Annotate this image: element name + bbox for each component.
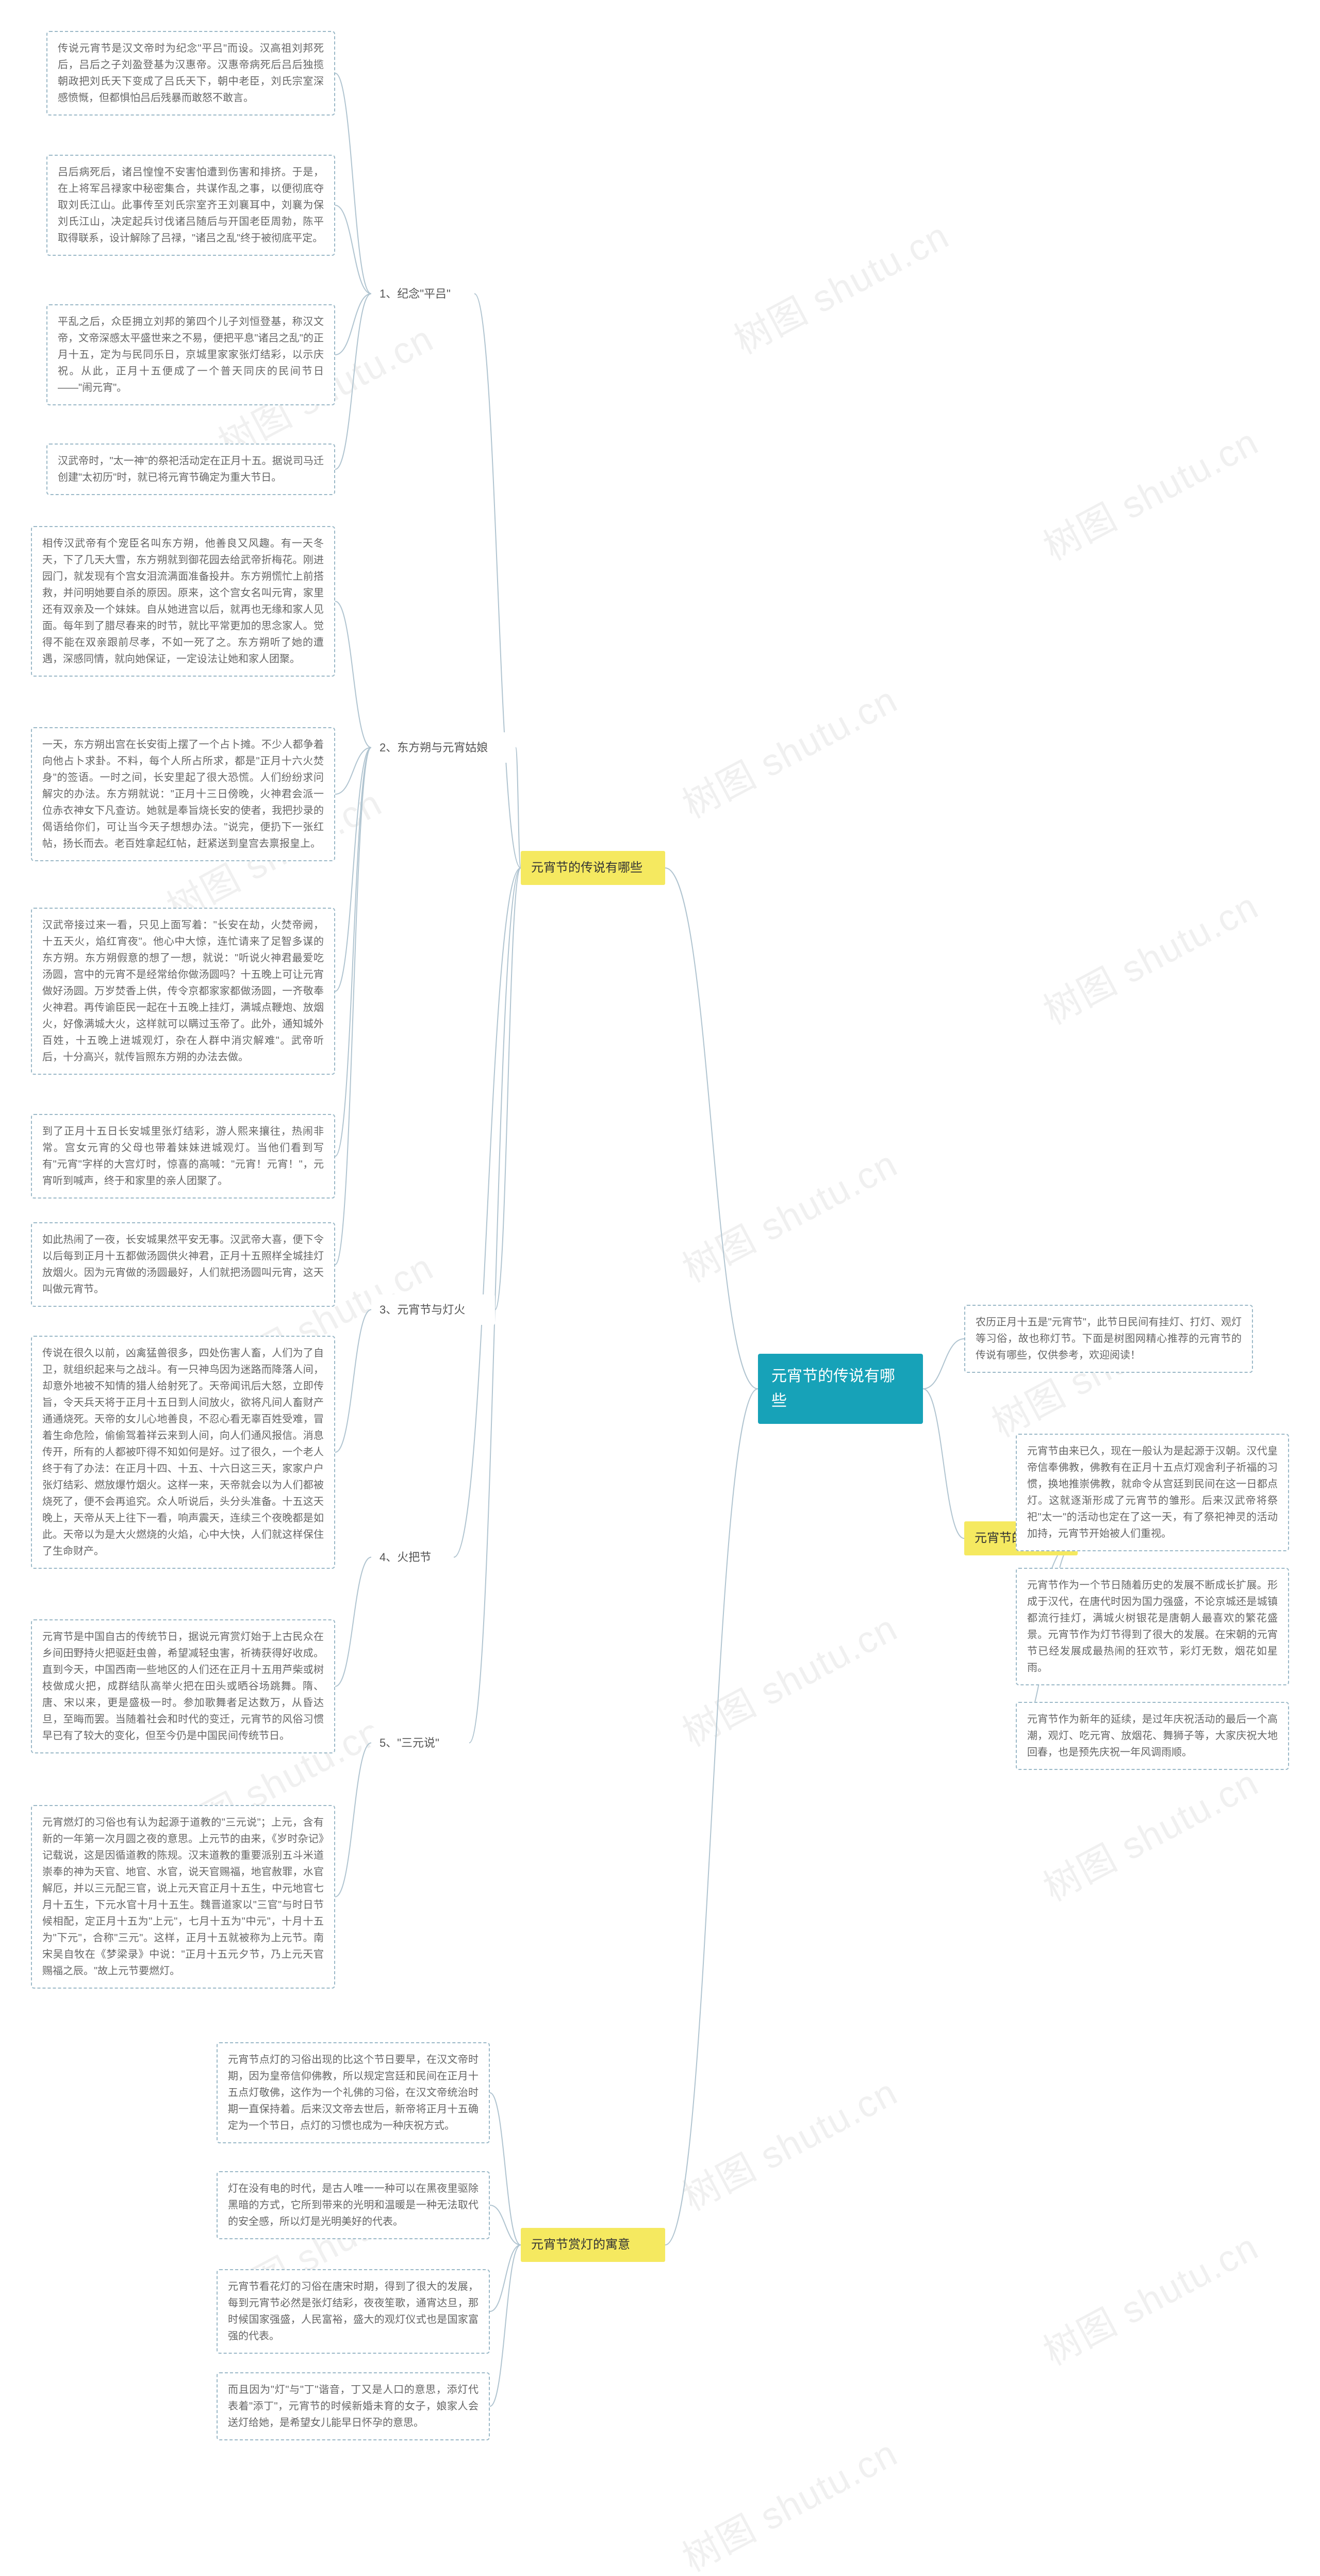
- connector-line: [490, 2205, 521, 2245]
- watermark-text: 树图 shutu.cn: [671, 1134, 905, 1293]
- connector-line: [335, 73, 371, 294]
- legend-1-pinglv[interactable]: 1、纪念"平吕": [371, 278, 474, 309]
- watermark-text: 树图 shutu.cn: [671, 670, 905, 829]
- legend-5-sanyuan[interactable]: 5、"三元说": [371, 1728, 469, 1758]
- leaf-l5a: 元宵燃灯的习俗也有认为起源于道教的"三元说"；上元，含有新的一年第一次月圆之夜的…: [31, 1805, 335, 1989]
- leaf-l2b: 一天，东方朔出宫在长安街上摆了一个占卜摊。不少人都争着向他占卜求卦。不料，每个人…: [31, 727, 335, 861]
- connector-line: [923, 1389, 964, 1538]
- leaf-lantern-2: 灯在没有电的时代，是古人唯一一种可以在黑夜里驱除黑暗的方式，它所到带来的光明和温…: [217, 2171, 490, 2239]
- leaf-l1d: 汉武帝时，"太一神"的祭祀活动定在正月十五。据说司马迁创建"太初历"时，就已将元…: [46, 444, 335, 495]
- mindmap-stage: 树图 shutu.cn 树图 shutu.cn 树图 shutu.cn 树图 shut…: [0, 0, 1320, 2576]
- watermark-text: 树图 shutu.cn: [1032, 876, 1266, 1035]
- leaf-origin-1: 元宵节由来已久，现在一般认为是起源于汉朝。汉代皇帝信奉佛教，佛教有在正月十五点灯…: [1016, 1434, 1289, 1551]
- connector-line: [665, 868, 758, 1389]
- connector-line: [335, 205, 371, 294]
- category-lantern-meaning[interactable]: 元宵节赏灯的寓意: [521, 2228, 665, 2262]
- connector-line: [335, 748, 371, 1265]
- connector-line: [474, 294, 521, 868]
- connector-line: [454, 868, 521, 1557]
- watermark-text: 树图 shutu.cn: [1032, 1753, 1266, 1912]
- legend-4-huobajie[interactable]: 4、火把节: [371, 1542, 454, 1572]
- connector-line: [335, 748, 371, 795]
- leaf-l2d: 到了正月十五日长安城里张灯结彩，游人熙来攘往，热闹非常。宫女元宵的父母也带着妹妹…: [31, 1114, 335, 1199]
- legend-3-denghuo[interactable]: 3、元宵节与灯火: [371, 1294, 495, 1325]
- connector-line: [335, 294, 371, 470]
- connector-line: [490, 2245, 521, 2406]
- root-node[interactable]: 元宵节的传说有哪些: [758, 1354, 923, 1424]
- leaf-l2a: 相传汉武帝有个宠臣名叫东方朔，他善良又风趣。有一天冬天，下了几天大雪，东方朔就到…: [31, 526, 335, 677]
- watermark-text: 树图 shutu.cn: [1032, 2217, 1266, 2376]
- leaf-l1b: 吕后病死后，诸吕惶惶不安害怕遭到伤害和排挤。于是，在上将军吕禄家中秘密集合，共谋…: [46, 155, 335, 256]
- legend-2-dongfangshuo[interactable]: 2、东方朔与元宵姑娘: [371, 732, 516, 763]
- watermark-text: 树图 shutu.cn: [671, 2062, 905, 2221]
- connector-line: [335, 601, 371, 748]
- connector-line: [335, 1557, 371, 1687]
- leaf-lantern-3: 元宵节看花灯的习俗在唐宋时期，得到了很大的发展，每到元宵节必然是张灯结彩，夜夜笙…: [217, 2269, 490, 2354]
- connector-line: [335, 748, 371, 1157]
- connector-line: [490, 2245, 521, 2311]
- leaf-l3a: 传说在很久以前，凶禽猛兽很多，四处伤害人畜，人们为了自卫，就组织起来与之战斗。有…: [31, 1336, 335, 1569]
- connector-line: [335, 1743, 371, 1897]
- leaf-l2e: 如此热闹了一夜，长安城果然平安无事。汉武帝大喜，便下令以后每到正月十五都做汤圆供…: [31, 1222, 335, 1307]
- leaf-l1c: 平乱之后，众臣拥立刘邦的第四个儿子刘恒登基，称汉文帝，文帝深感太平盛世来之不易，…: [46, 304, 335, 405]
- leaf-l2c: 汉武帝接过来一看，只见上面写着："长安在劫，火焚帝阙，十五天火，焰红宵夜"。他心…: [31, 908, 335, 1075]
- leaf-lantern-4: 而且因为"灯"与"丁"谐音，丁又是人口的意思，添灯代表着"添丁"，元宵节的时候新…: [217, 2372, 490, 2440]
- connector-line: [335, 1310, 371, 1453]
- leaf-l4a: 元宵节是中国自古的传统节日，据说元宵赏灯始于上古民众在乡间田野持火把驱赶虫兽，希…: [31, 1619, 335, 1753]
- connector-line: [335, 294, 371, 355]
- connector-line: [490, 2093, 521, 2245]
- connector-line: [335, 748, 371, 992]
- watermark-text: 树图 shutu.cn: [671, 1598, 905, 1757]
- category-legends[interactable]: 元宵节的传说有哪些: [521, 851, 665, 885]
- leaf-lantern-1: 元宵节点灯的习俗出现的比这个节日要早，在汉文帝时期，因为皇帝信仰佛教，所以规定宫…: [217, 2042, 490, 2143]
- connector-line: [516, 748, 521, 868]
- intro-text: 农历正月十五是"元宵节"，此节日民间有挂灯、打灯、观灯等习俗，故也称灯节。下面是…: [964, 1305, 1253, 1373]
- watermark-text: 树图 shutu.cn: [1032, 412, 1266, 571]
- connector-line: [923, 1339, 964, 1389]
- leaf-origin-2: 元宵节作为一个节日随着历史的发展不断成长扩展。形成于汉代，在唐代时因为国力强盛，…: [1016, 1568, 1289, 1685]
- watermark-text: 树图 shutu.cn: [723, 206, 957, 365]
- connector-line: [495, 868, 521, 1310]
- watermark-text: 树图 shutu.cn: [671, 2423, 905, 2576]
- leaf-origin-3: 元宵节作为新年的延续，是过年庆祝活动的最后一个高潮，观灯、吃元宵、放烟花、舞狮子…: [1016, 1702, 1289, 1770]
- leaf-l1a: 传说元宵节是汉文帝时为纪念"平吕"而设。汉高祖刘邦死后，吕后之子刘盈登基为汉惠帝…: [46, 31, 335, 116]
- connector-line: [665, 1389, 758, 2245]
